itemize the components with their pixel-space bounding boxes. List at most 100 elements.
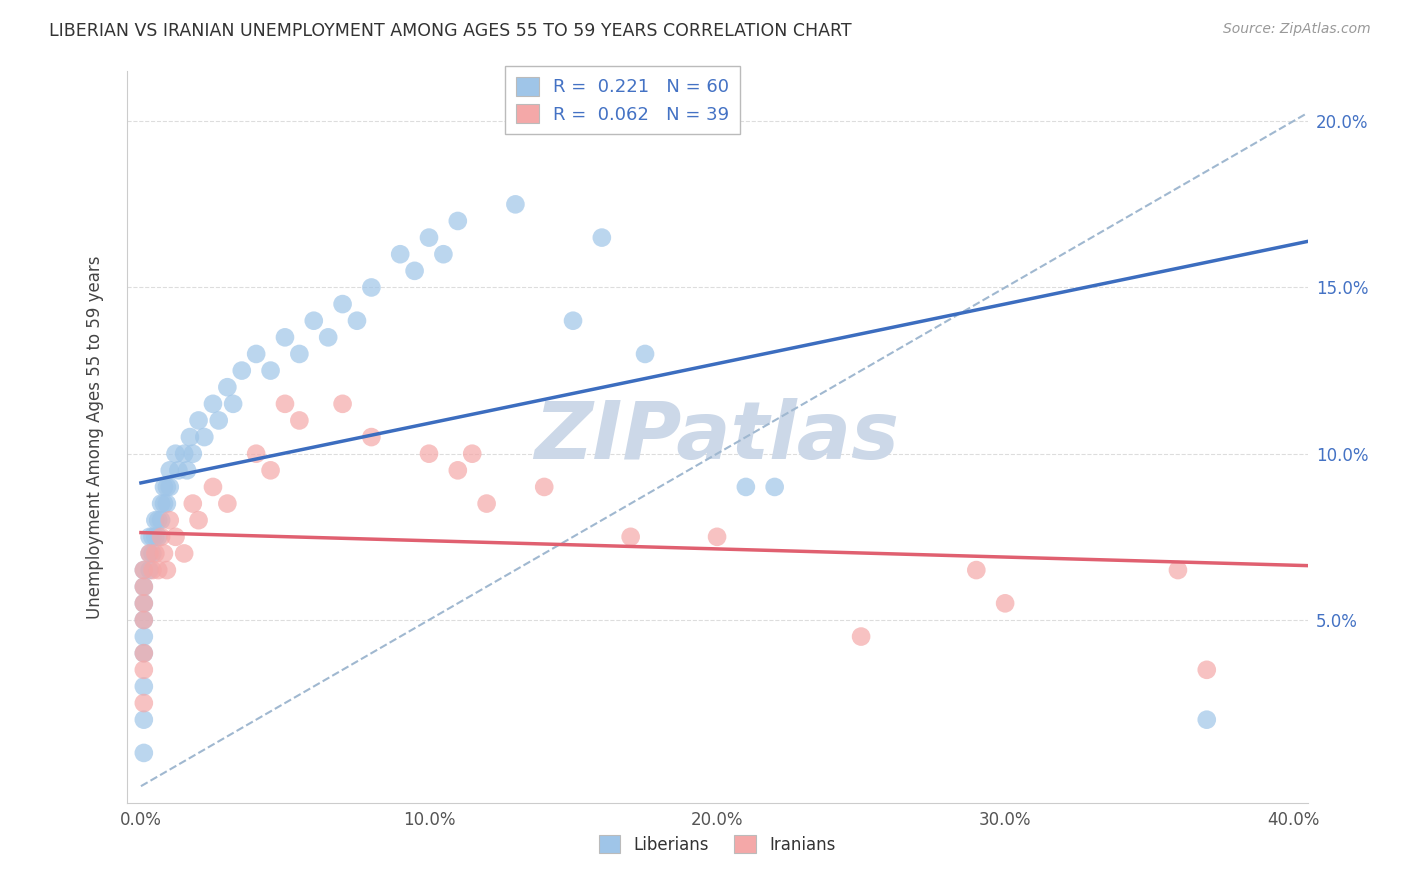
Point <box>620 530 643 544</box>
Point <box>360 430 382 444</box>
Point <box>159 480 181 494</box>
Point <box>346 314 368 328</box>
Point <box>259 463 281 477</box>
Text: ZIPatlas: ZIPatlas <box>534 398 900 476</box>
Point <box>153 480 176 494</box>
Point <box>141 530 163 544</box>
Point <box>159 513 181 527</box>
Point <box>389 247 412 261</box>
Point <box>418 447 440 461</box>
Point <box>132 563 155 577</box>
Point <box>245 347 267 361</box>
Point <box>150 497 173 511</box>
Point <box>222 397 245 411</box>
Point <box>316 330 339 344</box>
Point <box>143 546 166 560</box>
Point <box>193 430 215 444</box>
Point <box>132 696 155 710</box>
Point <box>404 264 426 278</box>
Point <box>156 480 179 494</box>
Point <box>245 447 267 461</box>
Point <box>994 596 1017 610</box>
Point <box>132 580 155 594</box>
Text: LIBERIAN VS IRANIAN UNEMPLOYMENT AMONG AGES 55 TO 59 YEARS CORRELATION CHART: LIBERIAN VS IRANIAN UNEMPLOYMENT AMONG A… <box>49 22 852 40</box>
Point <box>562 314 585 328</box>
Point <box>132 680 155 694</box>
Point <box>150 513 173 527</box>
Point <box>1195 663 1218 677</box>
Point <box>176 463 198 477</box>
Y-axis label: Unemployment Among Ages 55 to 59 years: Unemployment Among Ages 55 to 59 years <box>86 255 104 619</box>
Point <box>217 497 239 511</box>
Point <box>332 397 354 411</box>
Point <box>141 546 163 560</box>
Point <box>173 447 195 461</box>
Point <box>138 530 160 544</box>
Point <box>201 480 224 494</box>
Point <box>302 314 325 328</box>
Point <box>132 746 155 760</box>
Point <box>132 613 155 627</box>
Point <box>132 596 155 610</box>
Point <box>138 546 160 560</box>
Point <box>148 530 170 544</box>
Point <box>167 463 190 477</box>
Point <box>591 230 613 244</box>
Point <box>274 330 297 344</box>
Point <box>132 563 155 577</box>
Point <box>148 563 170 577</box>
Point <box>634 347 657 361</box>
Point <box>533 480 555 494</box>
Point <box>187 413 209 427</box>
Point <box>201 397 224 411</box>
Point <box>132 613 155 627</box>
Point <box>288 413 311 427</box>
Point <box>475 497 498 511</box>
Text: Source: ZipAtlas.com: Source: ZipAtlas.com <box>1223 22 1371 37</box>
Point <box>187 513 209 527</box>
Point <box>274 397 297 411</box>
Point <box>132 646 155 660</box>
Point <box>132 713 155 727</box>
Legend: Liberians, Iranians: Liberians, Iranians <box>592 829 842 860</box>
Point <box>231 363 253 377</box>
Point <box>132 630 155 644</box>
Point <box>447 214 470 228</box>
Point <box>360 280 382 294</box>
Point <box>181 447 204 461</box>
Point <box>165 530 187 544</box>
Point <box>143 513 166 527</box>
Point <box>181 497 204 511</box>
Point <box>138 563 160 577</box>
Point <box>141 563 163 577</box>
Point <box>706 530 728 544</box>
Point <box>165 447 187 461</box>
Point <box>332 297 354 311</box>
Point <box>288 347 311 361</box>
Point <box>432 247 454 261</box>
Point <box>418 230 440 244</box>
Point <box>965 563 987 577</box>
Point <box>156 563 179 577</box>
Point <box>763 480 786 494</box>
Point <box>148 513 170 527</box>
Point <box>159 463 181 477</box>
Point <box>849 630 872 644</box>
Point <box>156 497 179 511</box>
Point <box>1195 713 1218 727</box>
Point <box>150 530 173 544</box>
Point <box>138 546 160 560</box>
Point <box>447 463 470 477</box>
Point <box>132 596 155 610</box>
Point <box>217 380 239 394</box>
Point <box>179 430 201 444</box>
Point <box>143 530 166 544</box>
Point <box>132 663 155 677</box>
Point <box>173 546 195 560</box>
Point <box>132 646 155 660</box>
Point <box>153 497 176 511</box>
Point <box>734 480 756 494</box>
Point <box>1167 563 1189 577</box>
Point <box>505 197 527 211</box>
Point <box>461 447 484 461</box>
